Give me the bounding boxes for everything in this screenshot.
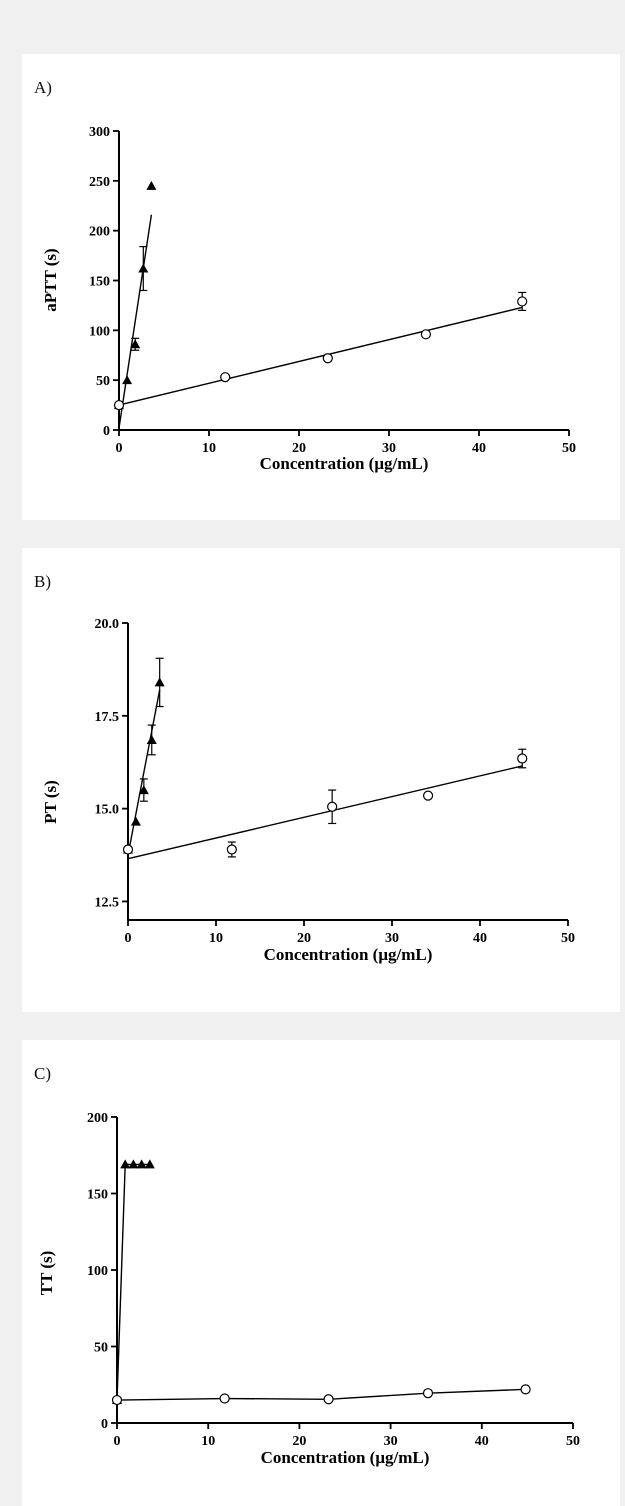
x-tick-label: 40 xyxy=(473,931,487,946)
circle-point xyxy=(517,296,528,307)
chart-panel-c: C) 0 10 20 30 40 50 0 50 100 150 200 Concentration … xyxy=(22,1040,620,1506)
x-tick-label: 20 xyxy=(292,1434,306,1449)
chart-c-svg: 0 10 20 30 40 50 0 50 100 150 200 Concentration (μg… xyxy=(37,1111,580,1467)
triangle-point xyxy=(130,339,141,349)
y-tick-label: 200 xyxy=(87,1111,108,1126)
chart-panel-b: B) 0 10 20 30 40 50 12.5 15.0 17.5 20.0 Concentrat… xyxy=(22,548,620,1012)
x-tick-label: 50 xyxy=(561,931,575,946)
x-tick-label: 10 xyxy=(201,1434,215,1449)
x-tick-label: 30 xyxy=(385,931,399,946)
triangle-point xyxy=(138,785,149,795)
y-axis-title: aPTT (s) xyxy=(41,248,60,311)
x-tick-label: 10 xyxy=(209,931,223,946)
circle-point xyxy=(327,801,338,812)
triangle-point xyxy=(144,1159,155,1169)
circle-point xyxy=(323,1394,334,1405)
y-tick-label: 200 xyxy=(89,225,110,240)
triangle-point xyxy=(120,1159,131,1169)
circle-series xyxy=(113,291,528,411)
x-tick-label: 30 xyxy=(384,1434,398,1449)
triangle-point xyxy=(128,1159,139,1169)
y-axis-title: PT (s) xyxy=(41,780,60,824)
circle-series xyxy=(111,1384,531,1406)
fit-line xyxy=(118,306,523,406)
triangle-point xyxy=(130,816,141,826)
fit-line xyxy=(118,214,153,429)
y-tick-label: 150 xyxy=(87,1188,108,1203)
triangle-point xyxy=(138,263,149,273)
x-tick-label: 30 xyxy=(382,441,396,456)
x-tick-label: 0 xyxy=(116,441,123,456)
circle-point xyxy=(422,1388,434,1399)
y-tick-label: 15.0 xyxy=(95,803,120,818)
panel-label: A) xyxy=(34,78,52,97)
y-tick-label: 100 xyxy=(89,324,110,339)
triangle-point xyxy=(154,677,165,687)
circle-point xyxy=(422,790,434,801)
circle-point xyxy=(517,753,528,764)
triangle-point xyxy=(136,1159,147,1169)
x-tick-label: 0 xyxy=(114,1434,121,1449)
series-line xyxy=(116,1388,526,1401)
x-axis-title: Concentration (μg/mL) xyxy=(264,945,433,964)
y-tick-label: 0 xyxy=(101,1417,108,1432)
circle-series xyxy=(122,748,528,860)
circle-point xyxy=(219,1393,230,1404)
y-tick-label: 50 xyxy=(96,374,110,389)
panel-label: C) xyxy=(34,1064,51,1083)
y-tick-label: 300 xyxy=(89,125,110,140)
y-tick-label: 150 xyxy=(89,275,110,290)
chart-panel-a: A) 0 10 20 30 40 50 0 50 100 150 200 250 300 Concentr… xyxy=(22,54,620,520)
x-tick-label: 50 xyxy=(566,1434,580,1449)
circle-point xyxy=(122,844,134,855)
fit-line xyxy=(127,689,161,856)
x-tick-label: 20 xyxy=(292,441,306,456)
y-tick-label: 12.5 xyxy=(95,895,120,910)
y-tick-label: 20.0 xyxy=(95,617,120,632)
circle-point xyxy=(322,353,333,364)
x-tick-label: 50 xyxy=(562,441,576,456)
chart-a-svg: 0 10 20 30 40 50 0 50 100 150 200 250 300 Concentrati… xyxy=(41,125,576,473)
x-tick-label: 40 xyxy=(472,441,486,456)
triangle-point xyxy=(122,375,133,385)
fit-line xyxy=(127,765,523,860)
circle-point xyxy=(420,329,431,340)
y-tick-label: 17.5 xyxy=(95,710,120,725)
triangle-series xyxy=(114,180,157,429)
series-line xyxy=(116,1163,150,1401)
circle-point xyxy=(113,399,125,411)
panel-label: B) xyxy=(34,572,51,591)
x-tick-label: 0 xyxy=(125,931,132,946)
x-axis-title: Concentration (μg/mL) xyxy=(260,454,429,473)
circle-point xyxy=(226,844,237,855)
triangle-series xyxy=(123,657,165,856)
y-tick-label: 100 xyxy=(87,1264,108,1279)
triangle-series xyxy=(112,1159,155,1405)
triangle-point xyxy=(146,180,157,190)
circle-point xyxy=(520,1384,531,1395)
triangle-point xyxy=(146,734,157,744)
x-tick-label: 10 xyxy=(202,441,216,456)
y-tick-label: 0 xyxy=(103,424,110,439)
y-axis-title: TT (s) xyxy=(37,1251,56,1296)
x-tick-label: 40 xyxy=(475,1434,489,1449)
x-axis-title: Concentration (μg/mL) xyxy=(261,1448,430,1467)
y-tick-label: 250 xyxy=(89,175,110,190)
circle-point xyxy=(111,1394,123,1406)
x-tick-label: 20 xyxy=(297,931,311,946)
circle-point xyxy=(220,372,231,383)
y-tick-label: 50 xyxy=(94,1341,108,1356)
chart-b-svg: 0 10 20 30 40 50 12.5 15.0 17.5 20.0 Concentration… xyxy=(41,617,575,964)
